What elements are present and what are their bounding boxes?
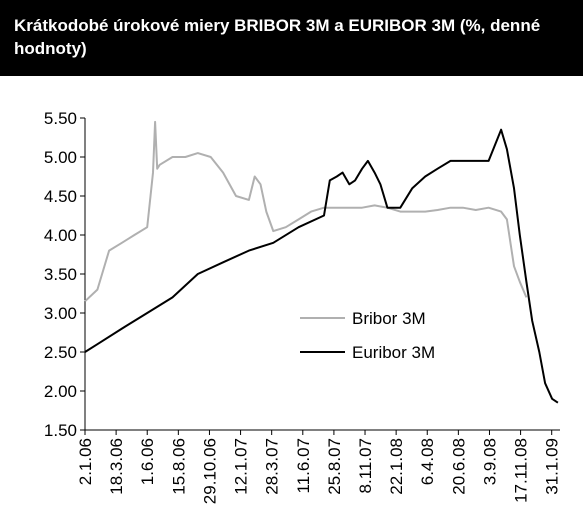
header: Krátkodobé úrokové miery BRIBOR 3M a EUR… <box>0 0 583 76</box>
y-tick-label: 5.00 <box>44 148 77 167</box>
x-tick-label: 20.6.08 <box>449 438 468 495</box>
series-line <box>84 128 559 404</box>
x-tick-label: 12.1.07 <box>232 438 251 495</box>
x-tick-label: 15.8.06 <box>169 438 188 495</box>
y-tick-label: 3.00 <box>44 304 77 323</box>
y-tick-label: 3.50 <box>44 265 77 284</box>
x-tick-label: 25.8.07 <box>325 438 344 495</box>
x-tick-label: 1.6.06 <box>138 438 157 485</box>
y-tick-label: 5.50 <box>44 109 77 128</box>
y-tick-label: 4.50 <box>44 187 77 206</box>
x-tick-label: 29.10.06 <box>200 438 219 504</box>
y-tick-label: 1.50 <box>44 421 77 440</box>
x-tick-label: 17.11.08 <box>512 438 531 503</box>
x-tick-label: 22.1.08 <box>387 438 406 495</box>
x-tick-label: 28.3.07 <box>263 438 282 495</box>
series-line <box>84 120 528 303</box>
y-tick-label: 4.00 <box>44 226 77 245</box>
x-tick-label: 6.4.08 <box>418 438 437 485</box>
x-tick-label: 11.6.07 <box>294 438 313 493</box>
legend-label: Bribor 3M <box>352 309 426 328</box>
y-tick-label: 2.50 <box>44 343 77 362</box>
x-tick-label: 18.3.06 <box>107 438 126 495</box>
x-tick-label: 8.11.07 <box>356 438 375 493</box>
x-tick-label: 31.1.09 <box>543 438 562 495</box>
x-tick-label: 2.1.06 <box>76 438 95 485</box>
legend-label: Euribor 3M <box>352 343 435 362</box>
chart-title: Krátkodobé úrokové miery BRIBOR 3M a EUR… <box>14 16 541 58</box>
x-tick-label: 3.9.08 <box>480 438 499 485</box>
y-tick-label: 2.00 <box>44 382 77 401</box>
